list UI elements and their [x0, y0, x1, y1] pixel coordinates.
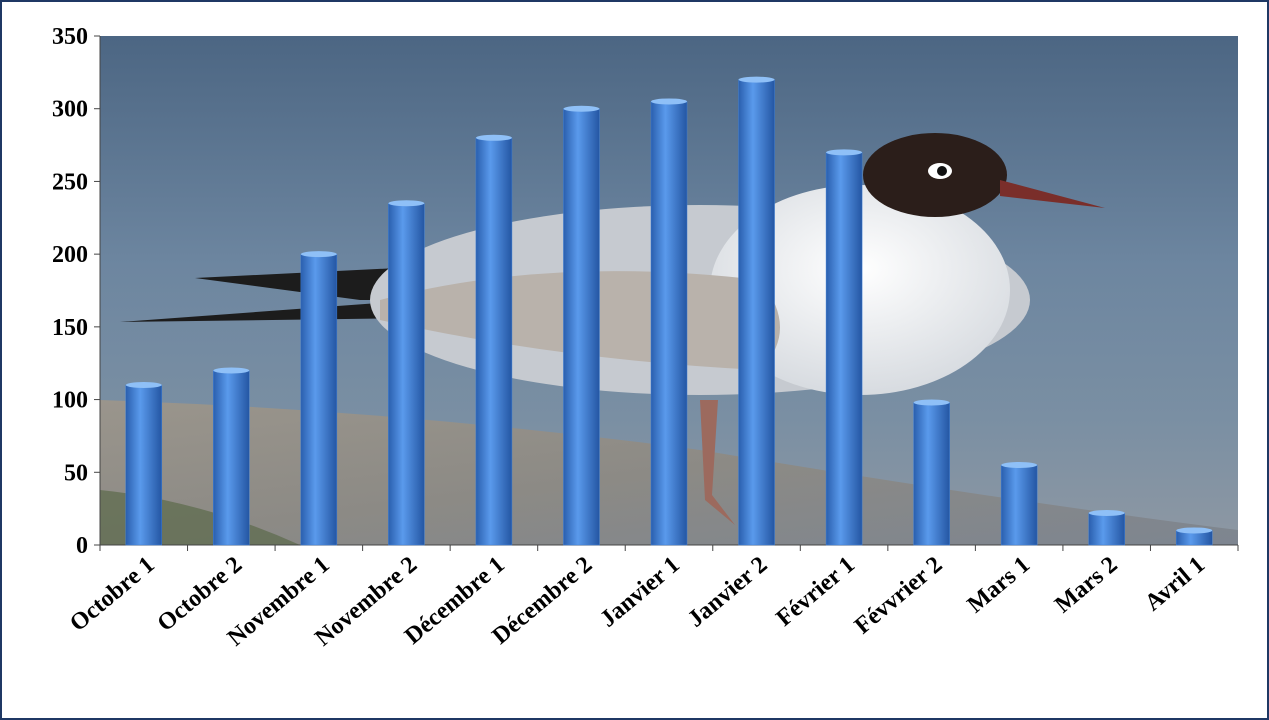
bar-cap — [651, 98, 687, 105]
bar — [738, 79, 775, 546]
y-tick-label: 150 — [52, 315, 88, 341]
bar-cap — [125, 382, 162, 389]
bar — [475, 137, 513, 546]
y-tick-label: 300 — [52, 97, 88, 123]
bar-cap — [1088, 510, 1125, 517]
bar-cap — [563, 105, 600, 112]
bar — [1088, 512, 1125, 546]
bar — [650, 101, 688, 546]
bar-cap — [1176, 527, 1213, 534]
bar-cap — [738, 76, 775, 83]
bar-cap — [1001, 462, 1038, 469]
bar — [300, 253, 338, 546]
bar-cap — [913, 399, 950, 406]
bar — [825, 152, 863, 546]
y-tick-label: 100 — [52, 388, 88, 414]
y-tick-label: 0 — [76, 533, 88, 559]
y-tick-label: 350 — [52, 24, 88, 50]
bar — [1000, 464, 1038, 546]
bar — [563, 108, 600, 546]
bar-cap — [475, 134, 512, 141]
bar-cap — [826, 149, 863, 156]
bar — [125, 384, 163, 546]
bar-cap — [300, 251, 337, 258]
y-tick-label: 250 — [52, 169, 88, 195]
y-tick-label: 200 — [52, 242, 88, 268]
bar — [913, 402, 950, 546]
bar — [388, 202, 425, 546]
bar-cap — [388, 200, 425, 207]
bar — [213, 370, 250, 546]
bar-cap — [213, 367, 250, 374]
y-tick-label: 50 — [64, 460, 88, 486]
